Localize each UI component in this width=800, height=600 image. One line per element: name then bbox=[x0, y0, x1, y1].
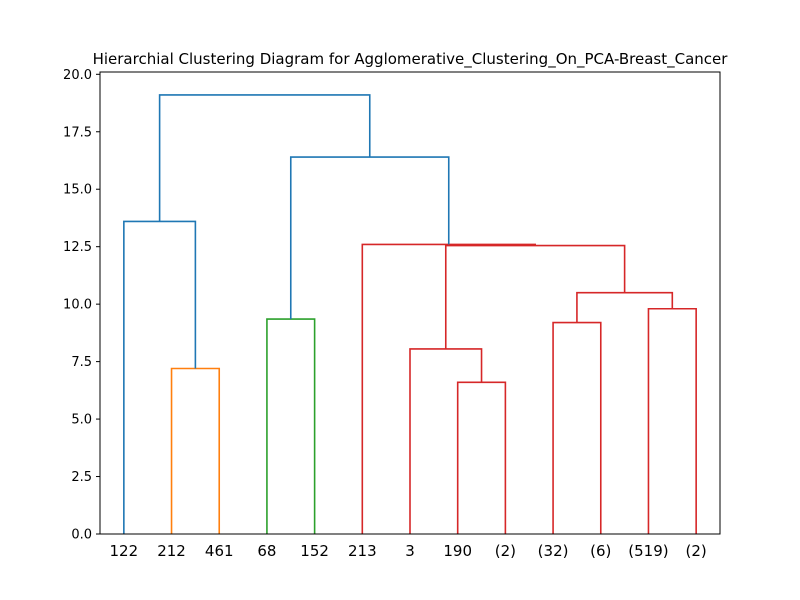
y-tick-label: 20.0 bbox=[63, 68, 92, 83]
leaf-label: 3 bbox=[405, 542, 415, 560]
leaf-label: 122 bbox=[110, 542, 139, 560]
y-tick-label: 12.5 bbox=[63, 240, 92, 255]
leaf-label: 190 bbox=[443, 542, 472, 560]
leaf-label: (2) bbox=[686, 542, 707, 560]
plot-area-frame bbox=[99, 71, 721, 535]
dendrogram-link bbox=[266, 318, 316, 534]
x-axis: 122 212 461 68 152 213 3 190 (2) (32) (6) (519) (2) bbox=[110, 542, 707, 560]
leaf-label: (6) bbox=[590, 542, 611, 560]
y-axis: 0.0 2.5 5.0 7.5 10.0 12.5 15.0 17.5 20.0 bbox=[63, 68, 100, 543]
leaf-label: 212 bbox=[157, 542, 186, 560]
dendrogram-link bbox=[170, 367, 221, 534]
y-tick-label: 5.0 bbox=[71, 413, 92, 428]
y-tick-label: 7.5 bbox=[71, 355, 92, 370]
dendrogram-link bbox=[444, 244, 626, 349]
chart-title: Hierarchial Clustering Diagram for Agglo… bbox=[93, 50, 729, 69]
leaf-label: (2) bbox=[495, 542, 516, 560]
y-tick-label: 10.0 bbox=[63, 298, 92, 313]
dendrogram-link bbox=[289, 156, 450, 320]
leaf-label: 68 bbox=[257, 542, 276, 560]
dendrogram-link bbox=[158, 94, 371, 222]
dendrogram-links bbox=[123, 94, 697, 534]
dendrogram-link bbox=[456, 381, 507, 534]
dendrogram-link bbox=[361, 243, 536, 534]
leaf-label: 152 bbox=[300, 542, 329, 560]
leaf-label: (32) bbox=[538, 542, 569, 560]
leaf-label: 213 bbox=[348, 542, 377, 560]
y-tick-label: 0.0 bbox=[71, 528, 92, 543]
dendrogram-link bbox=[552, 321, 602, 534]
y-tick-label: 2.5 bbox=[71, 470, 92, 485]
y-tick-label: 15.0 bbox=[63, 183, 92, 198]
dendrogram-link bbox=[123, 220, 197, 534]
dendrogram-link bbox=[409, 348, 483, 534]
dendrogram-link bbox=[647, 307, 697, 534]
y-tick-label: 17.5 bbox=[63, 125, 92, 140]
leaf-label: 461 bbox=[205, 542, 234, 560]
dendrogram-link bbox=[576, 291, 674, 323]
leaf-label: (519) bbox=[628, 542, 668, 560]
